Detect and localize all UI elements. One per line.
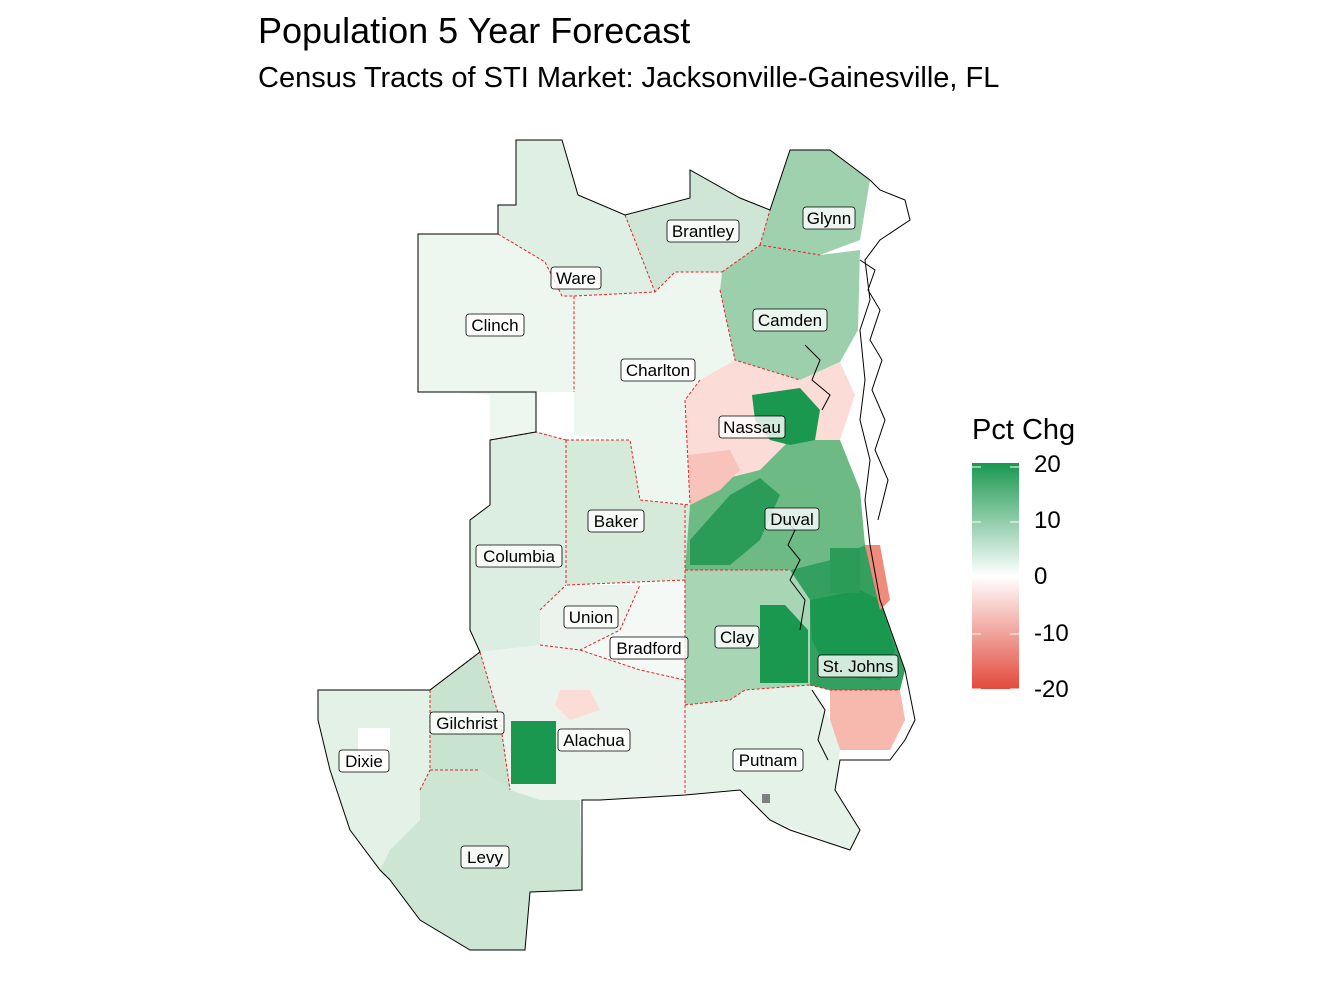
svg-text:Nassau: Nassau: [723, 418, 781, 437]
tract-alachua-growth: [511, 721, 556, 784]
svg-text:Glynn: Glynn: [807, 209, 851, 228]
county-label-clinch: Clinch: [465, 313, 525, 337]
county-label-columbia: Columbia: [475, 544, 563, 568]
legend-tick-label: -20: [1034, 676, 1069, 703]
county-region-stjohns-south: [830, 690, 905, 750]
tract-duval-growth: [690, 478, 780, 565]
svg-text:Clinch: Clinch: [471, 316, 518, 335]
svg-text:Union: Union: [569, 608, 613, 627]
svg-text:Charlton: Charlton: [626, 361, 690, 380]
legend-tick-label: -10: [1034, 620, 1069, 647]
map-title: Population 5 Year Forecast: [258, 10, 691, 51]
svg-text:St. Johns: St. Johns: [823, 657, 894, 676]
svg-text:Bradford: Bradford: [616, 639, 681, 658]
svg-text:Clay: Clay: [720, 628, 755, 647]
svg-text:Baker: Baker: [594, 512, 639, 531]
county-label-clay: Clay: [714, 625, 760, 649]
county-label-glynn: Glynn: [802, 206, 856, 230]
county-label-union: Union: [563, 605, 619, 629]
svg-text:Duval: Duval: [770, 510, 813, 529]
county-borders: [419, 209, 900, 795]
svg-text:Brantley: Brantley: [672, 222, 735, 241]
tract-stjohns-north: [830, 548, 860, 593]
county-label-dixie: Dixie: [338, 749, 390, 773]
county-label-charlton: Charlton: [620, 358, 696, 382]
county-region-dixie: [318, 690, 430, 870]
county-label-alachua: Alachua: [557, 728, 631, 752]
tract-na: [762, 794, 770, 803]
tract-alachua-decline: [555, 690, 600, 720]
svg-text:Gilchrist: Gilchrist: [436, 714, 498, 733]
map-subtitle: Census Tracts of STI Market: Jacksonvill…: [258, 62, 1000, 94]
county-label-putnam: Putnam: [732, 748, 804, 772]
county-label-duval: Duval: [764, 507, 820, 531]
county-label-brantley: Brantley: [666, 219, 740, 243]
tract-coastal-decline: [865, 545, 890, 610]
county-label-nassau: Nassau: [718, 415, 786, 439]
county-region-columbia: [470, 432, 566, 652]
legend-tick-label: 20: [1034, 451, 1061, 478]
county-label-gilchrist: Gilchrist: [429, 711, 505, 735]
legend-tick-marks: [972, 466, 1019, 690]
svg-text:Ware: Ware: [556, 269, 596, 288]
svg-text:Dixie: Dixie: [345, 752, 383, 771]
county-labels: Brantley Glynn Ware Clinch Camden Charlt…: [338, 206, 899, 869]
legend-color-bar: [972, 463, 1019, 689]
tract-nassau-decline: [688, 450, 740, 505]
county-regions: [318, 140, 905, 950]
county-label-camden: Camden: [752, 308, 828, 332]
county-region-glynn: [760, 150, 870, 255]
svg-text:Camden: Camden: [758, 311, 822, 330]
coastline: [317, 139, 916, 951]
legend-tick-label: 0: [1034, 563, 1048, 590]
county-label-baker: Baker: [587, 509, 645, 533]
svg-text:Putnam: Putnam: [739, 751, 798, 770]
svg-text:Levy: Levy: [467, 848, 503, 867]
svg-text:Alachua: Alachua: [563, 731, 625, 750]
svg-text:Columbia: Columbia: [483, 547, 555, 566]
legend-title: Pct Chg: [972, 414, 1076, 446]
county-region-charlton: [574, 272, 735, 505]
legend-tick-label: 10: [1034, 507, 1061, 534]
county-label-levy: Levy: [460, 845, 510, 869]
county-region-clinch: [418, 234, 574, 440]
county-label-bradford: Bradford: [609, 636, 689, 660]
county-label-stjohns: St. Johns: [817, 654, 899, 678]
county-label-ware: Ware: [550, 266, 602, 290]
tract-clay-growth: [760, 605, 808, 683]
